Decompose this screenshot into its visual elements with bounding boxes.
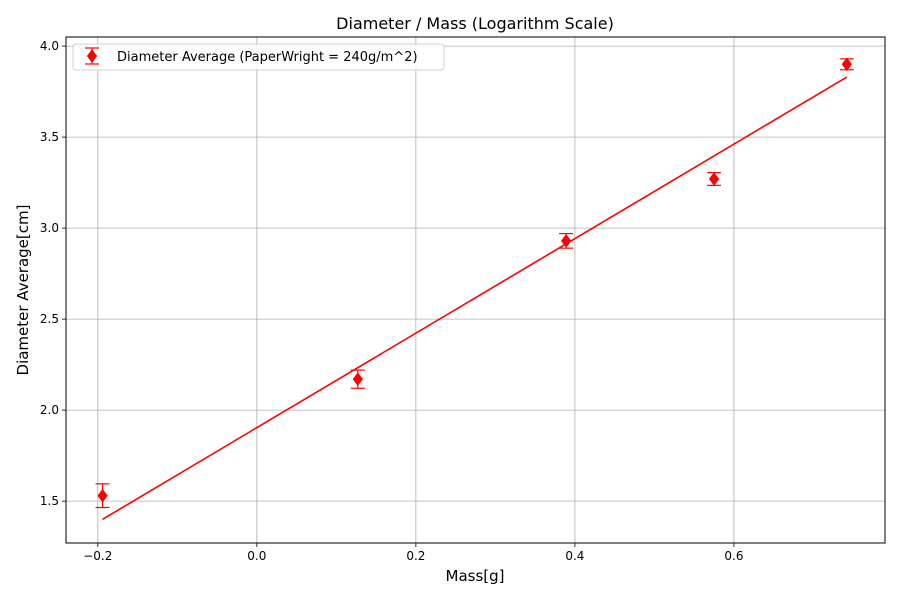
y-tick-label: 4.0: [40, 39, 59, 53]
legend-diamond-icon: [86, 49, 98, 63]
chart-title: Diameter / Mass (Logarithm Scale): [336, 14, 614, 33]
x-axis-label: Mass[g]: [446, 567, 505, 585]
plot-frame: [65, 36, 886, 544]
y-tick-label: 3.5: [40, 130, 59, 144]
x-tick-label: 0.2: [406, 549, 425, 563]
y-tick-label: 2.5: [40, 312, 59, 326]
legend-marker-icon: [85, 47, 99, 65]
data-point-diamond: [841, 57, 852, 72]
data-point-diamond: [97, 488, 108, 503]
x-tick-label: 0.6: [724, 549, 743, 563]
legend-box: [72, 43, 445, 71]
data-point-diamond: [352, 372, 363, 387]
y-tick-label: 2.0: [40, 403, 59, 417]
legend: Diameter Average (PaperWright = 240g/m^2…: [72, 43, 445, 71]
x-tick-label: 0.0: [247, 549, 266, 563]
x-tick-label: 0.4: [565, 549, 584, 563]
x-tick-label: −0.2: [83, 549, 112, 563]
fit-line: [102, 76, 848, 521]
y-tick-label: 1.5: [40, 494, 59, 508]
plot-area: [95, 57, 854, 521]
y-tick-label: 3.0: [40, 221, 59, 235]
data-point-diamond: [561, 234, 572, 248]
y-axis-label: Diameter Average[cm]: [14, 205, 32, 376]
legend-label: Diameter Average (PaperWright = 240g/m^2…: [117, 50, 418, 65]
data-point-diamond: [708, 172, 720, 186]
tick-labels: −0.2 0.0 0.2 0.4 0.6 1.5 2.0 2.5 3.0 3.5 4.0: [40, 39, 744, 563]
axes: [62, 36, 886, 547]
